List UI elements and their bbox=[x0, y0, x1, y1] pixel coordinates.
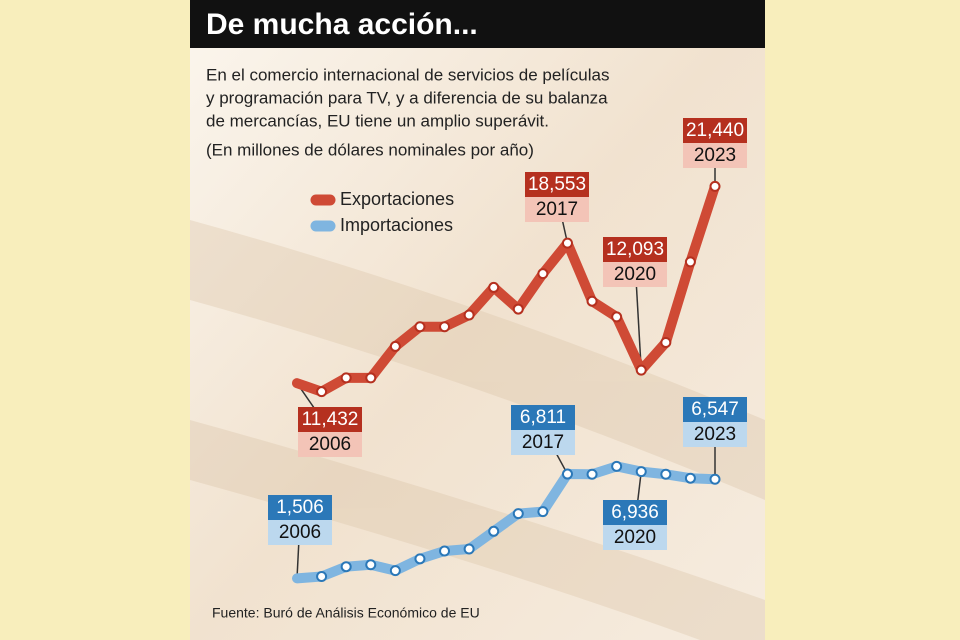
point bbox=[709, 473, 721, 485]
point bbox=[561, 237, 573, 249]
subtitle: En el comercio internacional de servicio… bbox=[206, 65, 609, 84]
point bbox=[660, 468, 672, 480]
point bbox=[463, 543, 475, 555]
point bbox=[512, 303, 524, 315]
callout-year: 2017 bbox=[522, 432, 564, 453]
data-label: 1,506 bbox=[276, 497, 324, 518]
title-bar bbox=[190, 0, 765, 48]
point bbox=[414, 321, 426, 333]
point bbox=[660, 337, 672, 348]
callout-year-box bbox=[268, 520, 332, 545]
callout-value-box bbox=[683, 397, 747, 422]
callout-year: 2017 bbox=[536, 199, 578, 220]
point bbox=[537, 268, 549, 280]
point bbox=[488, 525, 500, 537]
callout-year: 2020 bbox=[614, 264, 656, 285]
point bbox=[512, 508, 524, 520]
data-label: 6,811 bbox=[520, 407, 566, 428]
point bbox=[340, 372, 352, 384]
chart-title: De mucha acción... bbox=[206, 8, 478, 41]
callout-value-box bbox=[511, 405, 575, 430]
data-label: 12,093 bbox=[606, 239, 664, 260]
subtitle: de mercancías, EU tiene un amplio superá… bbox=[206, 111, 549, 130]
point bbox=[635, 466, 647, 478]
legend-label: Importaciones bbox=[340, 215, 453, 235]
callout-value-box bbox=[268, 495, 332, 520]
point bbox=[439, 321, 451, 333]
callout-year-box bbox=[603, 525, 667, 550]
note: (En millones de dólares nominales por añ… bbox=[206, 140, 534, 159]
callout-value-box bbox=[298, 407, 362, 432]
point bbox=[389, 340, 401, 352]
callout-year: 2023 bbox=[694, 145, 736, 166]
point bbox=[611, 460, 623, 472]
data-label: 21,440 bbox=[686, 120, 744, 141]
callout-value-box bbox=[525, 172, 589, 197]
point bbox=[709, 180, 721, 192]
point bbox=[488, 281, 500, 293]
point bbox=[684, 256, 696, 268]
point bbox=[365, 372, 377, 384]
point bbox=[611, 311, 623, 323]
point bbox=[586, 468, 598, 480]
point bbox=[561, 468, 573, 480]
point bbox=[635, 364, 647, 376]
callout-year: 2020 bbox=[614, 527, 656, 548]
data-label: 18,553 bbox=[528, 174, 586, 195]
callout-value-box bbox=[683, 118, 747, 143]
callout-value-box bbox=[603, 237, 667, 262]
point bbox=[316, 386, 328, 398]
callout-year-box bbox=[603, 262, 667, 287]
callout-year-box bbox=[511, 430, 575, 455]
callout-year: 2006 bbox=[279, 522, 321, 543]
callout-year-box bbox=[525, 197, 589, 222]
callout-value-box bbox=[603, 500, 667, 525]
callout-year: 2006 bbox=[309, 434, 351, 455]
point bbox=[389, 565, 401, 577]
source: Fuente: Buró de Análisis Económico de EU bbox=[212, 605, 480, 621]
point bbox=[365, 559, 377, 571]
point bbox=[316, 571, 328, 583]
point bbox=[463, 309, 475, 321]
callout-year: 2023 bbox=[694, 424, 736, 445]
callout-year-box bbox=[683, 143, 747, 168]
subtitle: y programación para TV, y a diferencia d… bbox=[206, 88, 608, 107]
data-label: 6,936 bbox=[611, 502, 659, 523]
callout-year-box bbox=[683, 422, 747, 447]
film-decoration bbox=[190, 220, 765, 640]
point bbox=[684, 472, 696, 484]
data-label: 6,547 bbox=[691, 399, 739, 420]
point bbox=[414, 553, 426, 565]
point bbox=[537, 506, 549, 518]
callout-year-box bbox=[298, 432, 362, 457]
legend-label: Exportaciones bbox=[340, 189, 454, 209]
point bbox=[586, 295, 598, 307]
point bbox=[439, 545, 451, 557]
point bbox=[340, 561, 352, 573]
data-label: 11,432 bbox=[302, 409, 359, 430]
